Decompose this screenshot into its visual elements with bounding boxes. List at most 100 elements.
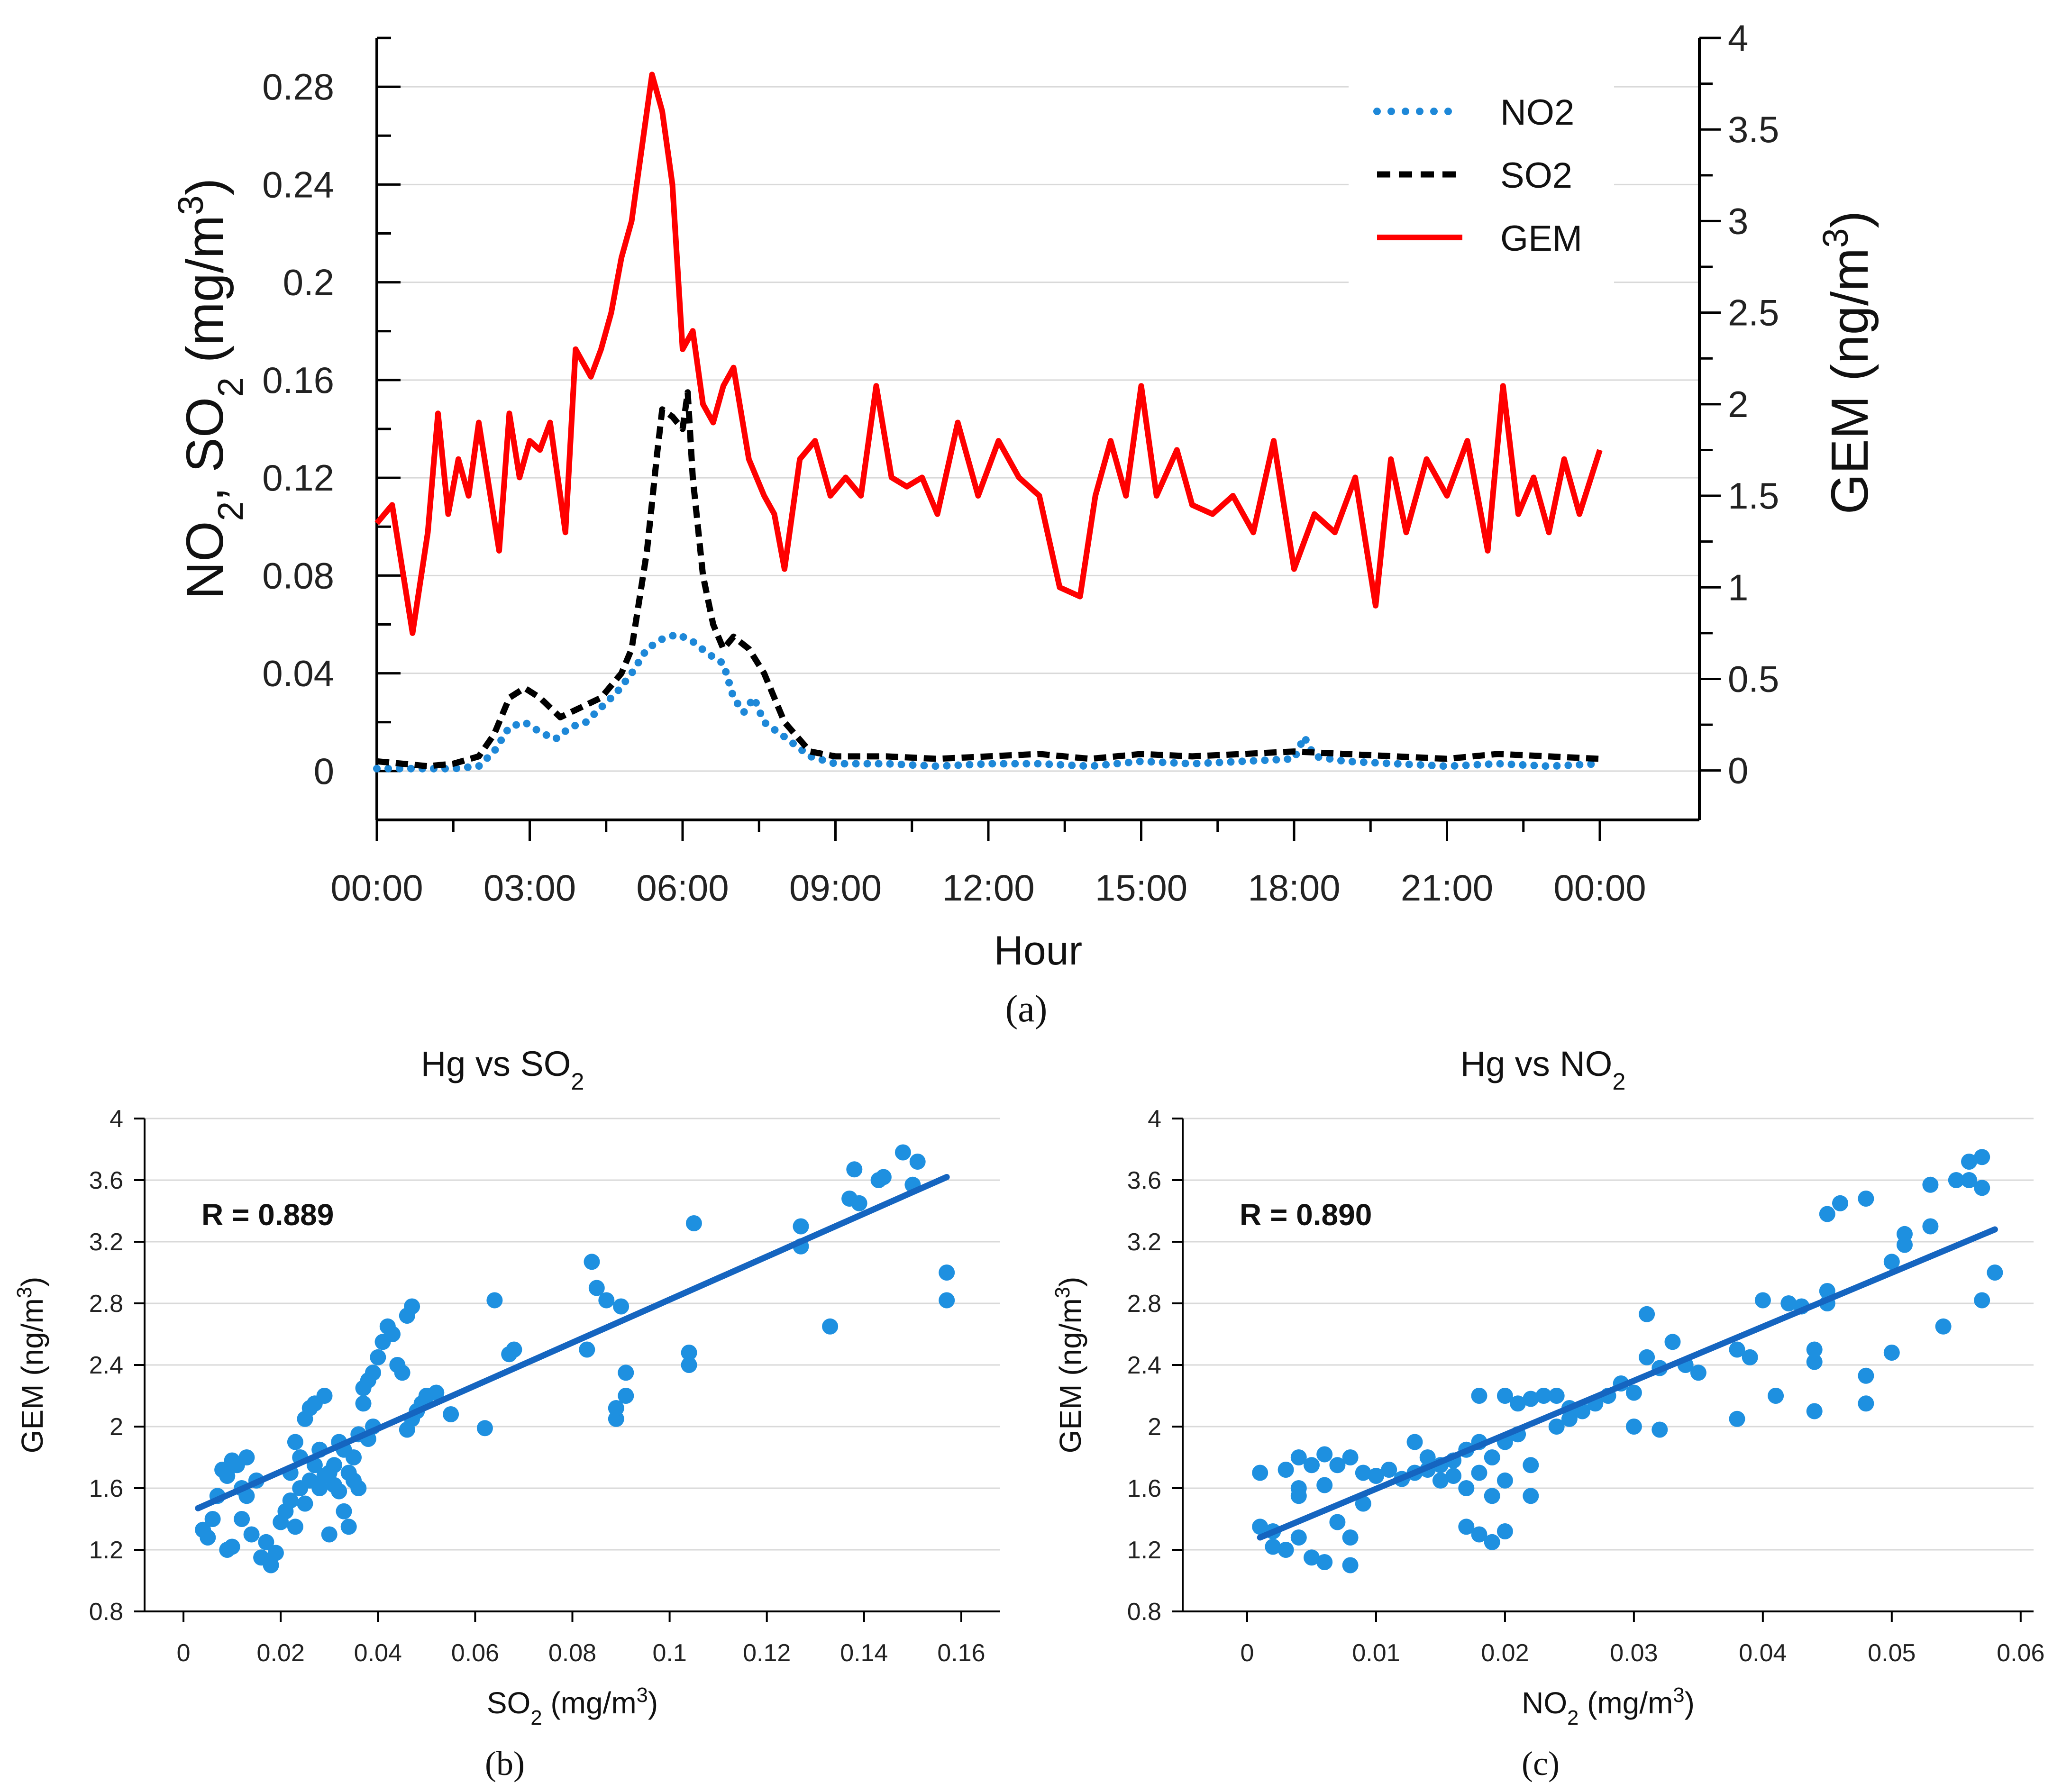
scatter-point [476,1420,493,1437]
scatter-point [1496,1388,1513,1404]
y-tick-label: 1.6 [1127,1475,1161,1502]
scatter-point [1445,1468,1462,1484]
right-y-tick-label: 0 [1728,750,1748,791]
scatter-point [1290,1529,1307,1546]
scatter-point [1316,1554,1333,1570]
y-tick-label: 2.8 [89,1290,123,1318]
x-tick-label: 12:00 [942,867,1034,909]
legend: NO2 SO2 GEM [1349,71,1614,294]
scatter-point [1806,1403,1823,1419]
scatter-point [894,1144,911,1161]
x-tick-label: 21:00 [1401,867,1493,909]
scatter-point [1290,1488,1307,1504]
scatter-point [588,1280,605,1296]
scatter-point [584,1254,600,1270]
scatter-point [1471,1526,1487,1543]
scatter-point [793,1218,809,1235]
y-tick-label: 2 [109,1413,123,1441]
scatter-point [1484,1534,1500,1550]
scatter-point [1381,1462,1397,1478]
scatter-point [267,1545,284,1561]
scatter-point [238,1488,255,1504]
x-tick-label: 06:00 [636,867,729,909]
scatter-point [224,1538,240,1555]
legend-label-no2: NO2 [1500,92,1574,133]
scatter-point [340,1519,357,1535]
y-tick-label: 2 [1148,1413,1161,1441]
scatter-point [200,1529,216,1546]
x-tick-label: 0 [177,1639,191,1667]
x-tick-label: 18:00 [1248,867,1340,909]
scatter-point [1974,1180,1990,1196]
scatter-point [287,1434,303,1450]
scatter-point [1832,1195,1848,1211]
y-tick-label: 3.2 [1127,1228,1161,1256]
y-tick-label: 4 [1148,1105,1161,1133]
scatter-point [939,1292,955,1309]
scatter-point [1523,1457,1539,1474]
scatter-point [1768,1388,1784,1404]
scatter-point [1458,1480,1475,1496]
scatter-point [1961,1172,1977,1188]
scatter-point [506,1341,522,1358]
scatter-point [1484,1449,1500,1465]
left-y-tick-label: 0.16 [262,359,334,401]
scatter-point [238,1449,255,1465]
chart-title: Hg vs NO2 [1460,1044,1626,1095]
scatter-point [618,1364,634,1381]
y-tick-label: 0.8 [89,1598,123,1626]
scatter-point [1897,1237,1913,1253]
scatter-point [350,1480,367,1496]
x-tick-label: 0.1 [652,1639,686,1667]
scatter-point [1806,1341,1823,1358]
scatter-point [384,1326,401,1342]
scatter-point [618,1388,634,1404]
scatter-point [1858,1395,1874,1412]
scatter-point [1342,1529,1359,1546]
scatter-point [428,1384,445,1401]
x-tick-label: 0.14 [840,1639,888,1667]
y-tick-label: 3.6 [1127,1167,1161,1194]
scatter-point [311,1480,328,1496]
scatter-point [681,1345,697,1361]
left-y-tick-label: 0.2 [283,262,334,303]
scatter-point [1419,1449,1436,1465]
right-y-tick-label: 0.5 [1728,658,1779,700]
right-y-tick-label: 4 [1728,17,1748,59]
scatter-point [1780,1295,1797,1311]
y-tick-label: 2.4 [89,1352,123,1379]
scatter-point [394,1364,411,1381]
scatter-point [326,1457,342,1474]
scatter-point [1355,1495,1371,1512]
legend-label-so2: SO2 [1500,155,1572,196]
x-axis-label: NO2 (mg/m3) [1522,1684,1695,1729]
left-y-tick-label: 0.08 [262,555,334,596]
x-tick-label: 03:00 [484,867,576,909]
scatter-point [1406,1434,1423,1450]
y-tick-label: 2.8 [1127,1290,1161,1318]
scatter-point [1304,1549,1320,1566]
left-y-tick-label: 0.24 [262,164,334,205]
scatter-point [282,1492,299,1509]
x-tick-label: 0.04 [1739,1639,1787,1667]
scatter-point [1252,1519,1268,1535]
x-tick-label: 0.05 [1868,1639,1916,1667]
x-tick-label: 09:00 [789,867,882,909]
y-axis-label: GEM (ng/m3) [13,1277,49,1454]
y-tick-label: 1.6 [89,1475,123,1502]
left-y-axis-label: NO2, SO2 (mg/m3) [171,178,250,600]
scatter-point [258,1534,274,1550]
x-tick-label: 00:00 [330,867,423,909]
scatter-point [608,1400,624,1416]
scatter-point [1883,1254,1900,1270]
scatter-point [1329,1457,1346,1474]
scatter-point [1523,1391,1539,1407]
regression-line [1257,1226,1998,1541]
scatter-point [1329,1514,1346,1530]
y-tick-label: 0.8 [1127,1598,1161,1626]
scatter-point [1729,1410,1745,1427]
scatter-point [1290,1449,1307,1465]
x-tick-label: 0.16 [937,1639,985,1667]
panel-b-chart: 0.8 1.2 1.6 2 2.4 2.8 3.2 3.6 4 0 0.02 0.04 0.06 0.08… [13,1044,1000,1783]
